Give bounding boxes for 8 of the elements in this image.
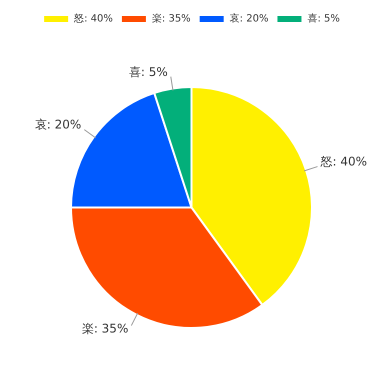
slice-label: 哀: 20%: [34, 118, 82, 132]
legend-label: 楽: 35%: [152, 12, 191, 25]
legend-label: 喜: 5%: [307, 12, 340, 25]
slice-label: 楽: 35%: [82, 322, 128, 336]
slice-label: 喜: 5%: [128, 64, 168, 79]
slice-label: 怒: 40%: [320, 154, 368, 169]
legend-label: 哀: 20%: [230, 12, 268, 25]
legend-label: 怒: 40%: [73, 12, 113, 25]
